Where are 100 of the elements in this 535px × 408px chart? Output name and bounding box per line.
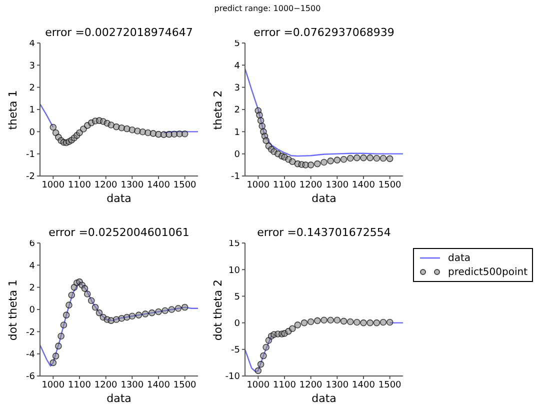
point <box>162 307 168 314</box>
point <box>60 322 68 328</box>
point <box>334 316 341 324</box>
point <box>327 316 334 324</box>
point <box>307 318 314 326</box>
y-tick-label: 0 <box>234 150 240 160</box>
y-tick-label: -1 <box>26 150 35 160</box>
y-tick-label: 15 <box>228 239 240 250</box>
x-tick-label: 1400 <box>147 180 170 190</box>
y-axis-title: dot theta 1 <box>6 279 20 341</box>
point <box>257 360 264 368</box>
x-tick-label: 1000 <box>42 380 65 390</box>
y-tick-label: -6 <box>26 372 36 382</box>
point <box>346 318 354 326</box>
point <box>334 156 341 164</box>
point <box>62 312 70 318</box>
point <box>92 304 99 311</box>
point <box>314 160 321 168</box>
y-tick-label: 4 <box>29 39 36 50</box>
chart-title: error =0.0762937068939 <box>252 26 396 39</box>
x-tick-label: 1200 <box>94 180 118 190</box>
y-tick-label: 2 <box>29 284 35 294</box>
point <box>50 359 57 366</box>
legend-label: predict500point <box>448 266 528 278</box>
point <box>181 304 188 311</box>
point <box>52 352 60 360</box>
chart-title: error =0.143701672554 <box>256 226 392 239</box>
y-tick-label: 2 <box>29 84 35 94</box>
x-tick-label: 1100 <box>273 380 296 390</box>
x-tick-label: 1200 <box>299 380 323 390</box>
x-tick-label: 1000 <box>42 180 65 190</box>
y-tick-label: 0 <box>29 128 36 138</box>
chart-title: error =0.0252004601061 <box>48 226 190 239</box>
y-tick-label: 3 <box>29 61 35 72</box>
y-tick-label: 1 <box>29 106 35 116</box>
point <box>300 319 308 326</box>
y-tick-label: 1 <box>234 128 240 138</box>
chart-title: error =0.00272018974647 <box>44 26 194 39</box>
point <box>346 154 354 162</box>
point <box>135 312 142 318</box>
x-tick-label: 1400 <box>147 380 170 390</box>
point <box>68 292 75 298</box>
x-tick-label: 1100 <box>273 180 296 190</box>
x-axis-title: data <box>310 192 338 205</box>
point <box>386 318 394 326</box>
point <box>366 154 374 162</box>
point <box>84 290 91 298</box>
point <box>327 158 334 164</box>
point <box>148 309 156 316</box>
y-tick-label: 0 <box>234 318 240 329</box>
y-tick-label: 4 <box>29 261 36 272</box>
point <box>128 312 136 320</box>
point <box>354 154 360 162</box>
point <box>314 317 321 324</box>
y-axis-title: dot theta 2 <box>212 279 224 341</box>
point <box>354 318 360 326</box>
point <box>168 306 176 313</box>
y-tick-label: 4 <box>234 61 240 72</box>
point <box>142 310 149 318</box>
y-tick-label: 5 <box>234 292 240 302</box>
y-tick-label: -2 <box>26 328 35 338</box>
x-tick-label: 1300 <box>326 380 349 390</box>
point <box>256 112 263 118</box>
x-axis-title: data <box>106 392 132 405</box>
point <box>320 158 328 166</box>
point <box>289 325 296 332</box>
legend-label: data <box>448 252 471 264</box>
point <box>112 123 120 130</box>
y-axis-title: theta 1 <box>6 90 20 130</box>
point <box>108 122 114 128</box>
point <box>262 137 270 144</box>
point <box>254 367 262 374</box>
x-tick-label: 1000 <box>246 180 270 190</box>
y-tick-label: 5 <box>234 39 240 50</box>
point <box>174 304 182 312</box>
point <box>124 125 130 132</box>
x-tick-label: 1300 <box>326 180 349 190</box>
text: predict range: 1000−1500 <box>213 4 322 13</box>
y-tick-label: 2 <box>234 106 240 116</box>
point <box>360 319 367 326</box>
point <box>320 316 328 324</box>
point <box>373 319 380 326</box>
point <box>262 344 270 351</box>
point <box>386 155 394 162</box>
x-tick-label: 1500 <box>378 380 402 390</box>
point <box>294 322 302 328</box>
point <box>112 316 120 323</box>
y-tick-label: 3 <box>234 84 240 94</box>
point <box>81 285 88 292</box>
x-tick-label: 1300 <box>120 380 144 390</box>
point <box>380 318 387 326</box>
x-tick-label: 1200 <box>94 380 118 390</box>
x-tick-label: 1500 <box>378 180 402 190</box>
x-tick-label: 1500 <box>173 180 197 190</box>
point <box>340 318 348 325</box>
point <box>66 302 72 308</box>
x-tick-label: 1100 <box>68 180 92 190</box>
point <box>80 126 87 132</box>
point <box>360 154 367 162</box>
x-tick-label: 1500 <box>173 380 197 390</box>
